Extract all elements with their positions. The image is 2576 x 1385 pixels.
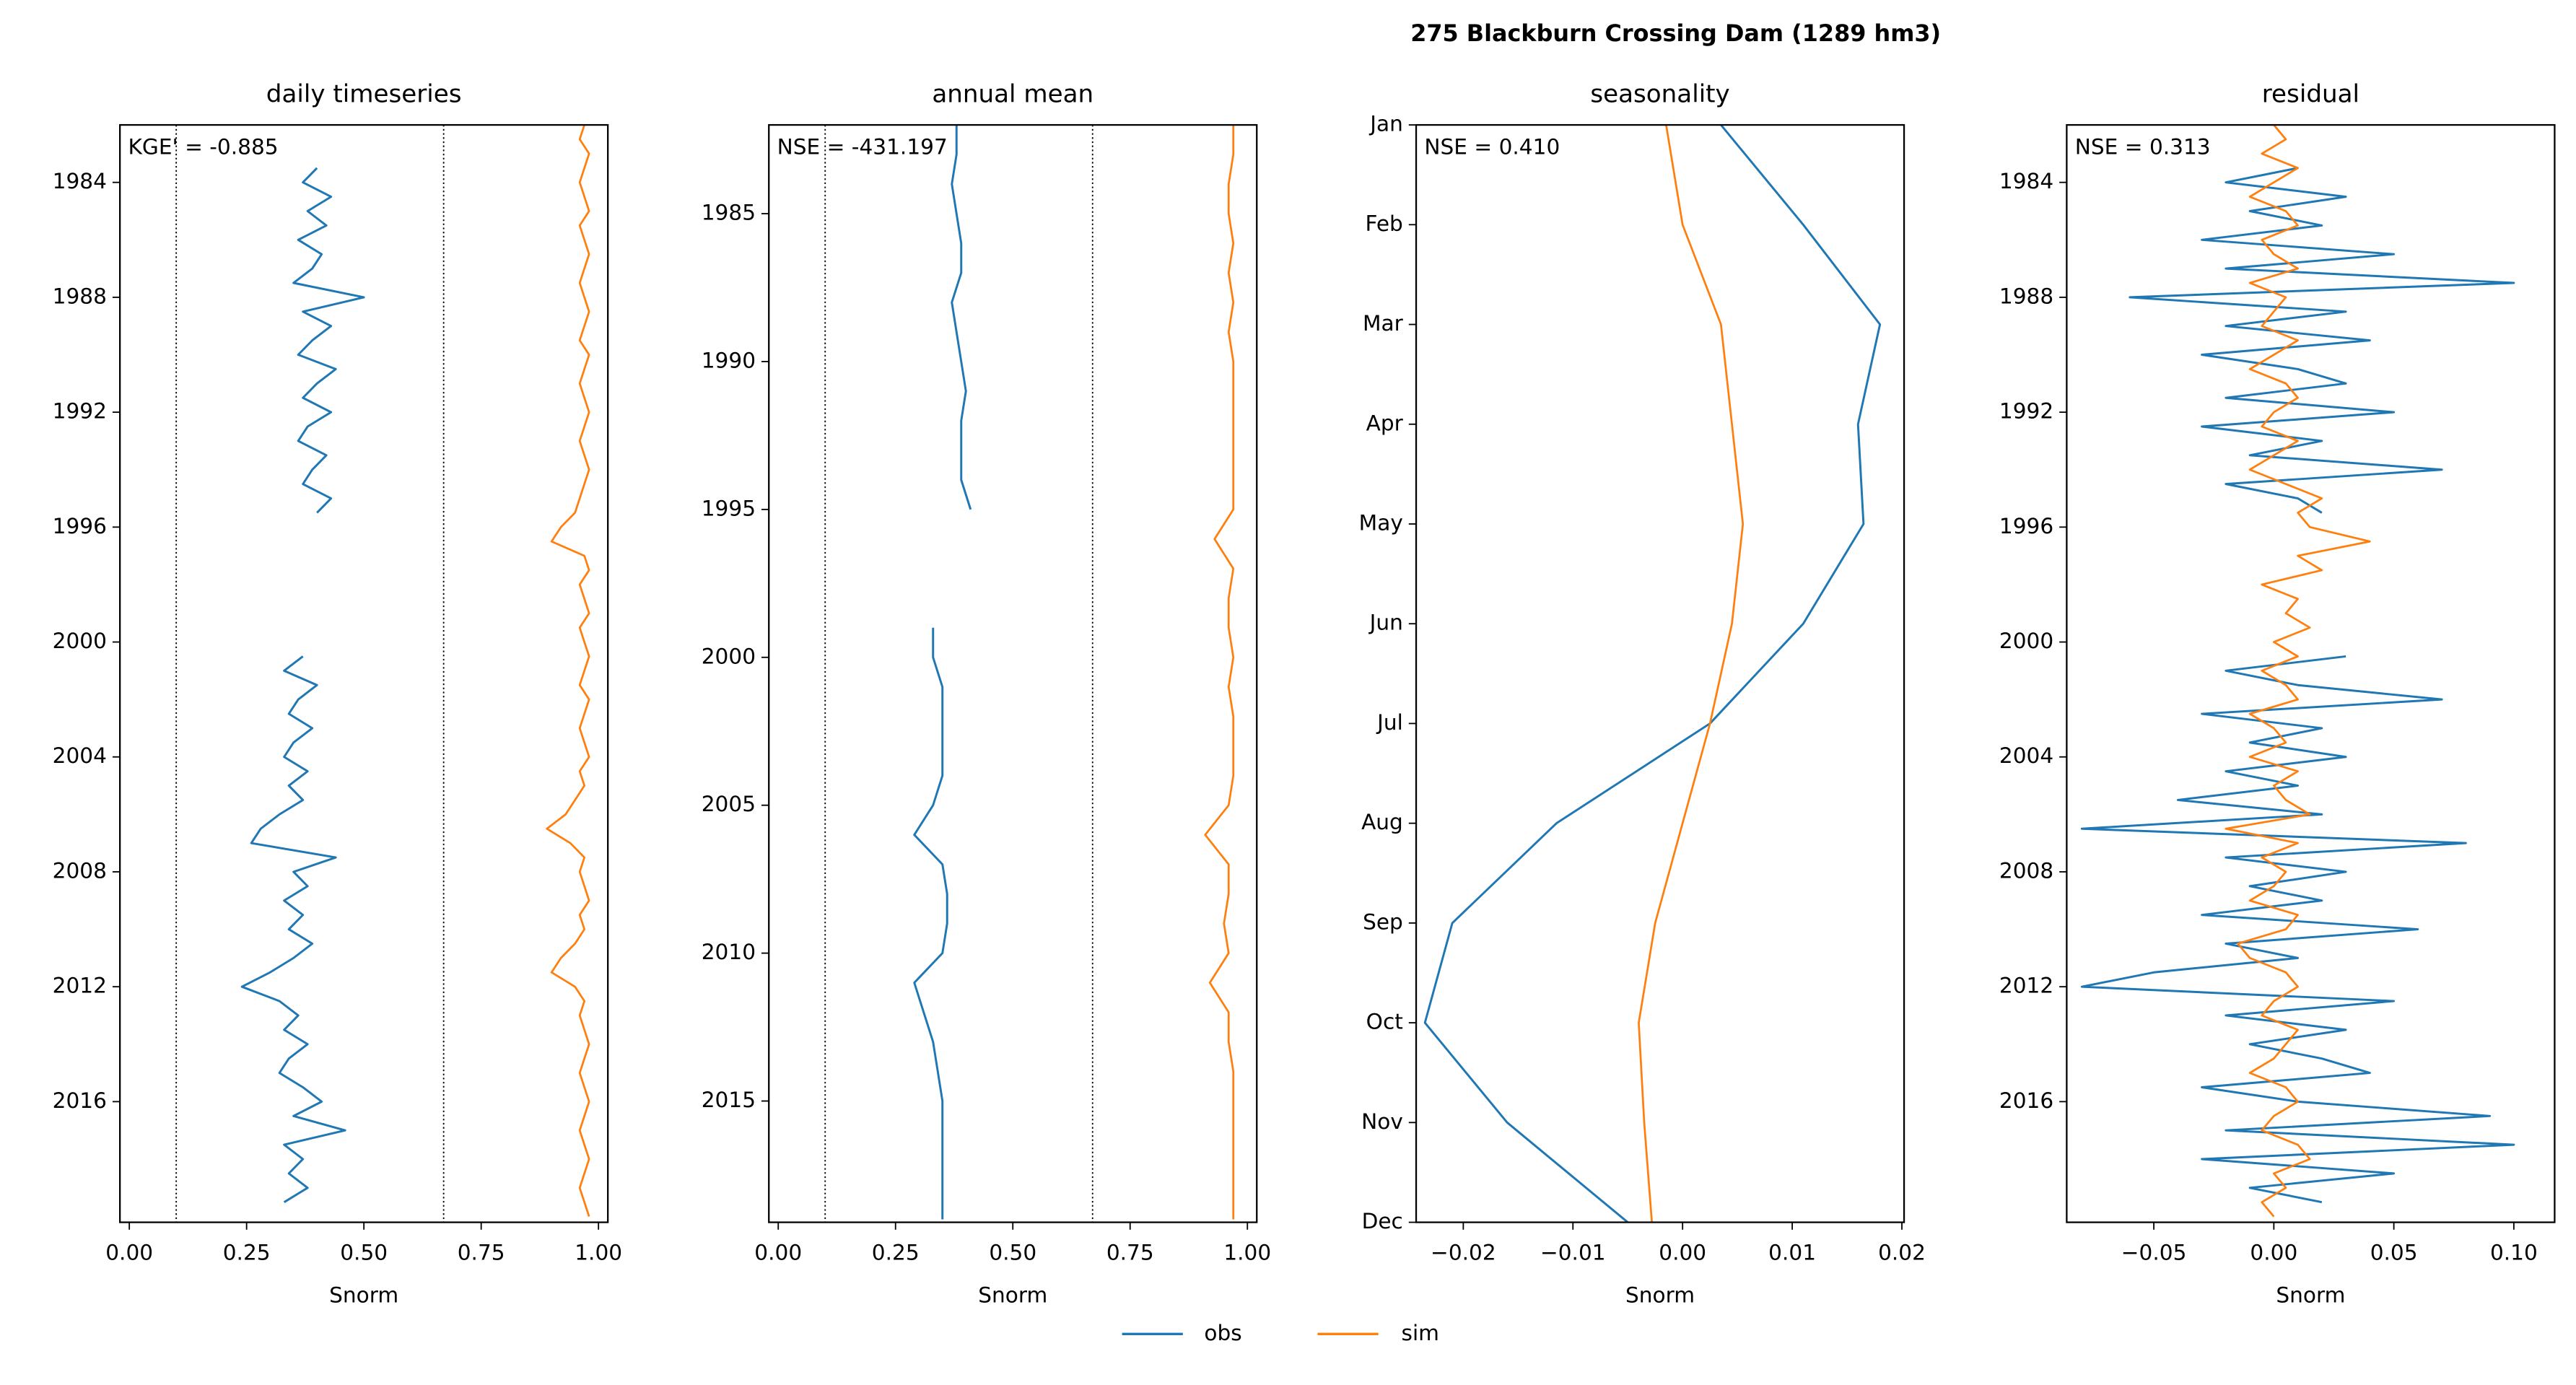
figure-title: 275 Blackburn Crossing Dam (1289 hm3)	[1410, 19, 1941, 47]
axes-frame	[1415, 123, 1905, 1223]
x-tick-label: 0.00	[2250, 1240, 2297, 1264]
x-tick-label: 0.10	[2490, 1240, 2538, 1264]
y-tick-label: 1988	[53, 284, 107, 308]
x-axis-label: Snorm	[2276, 1283, 2345, 1307]
x-tick-label: 0.50	[989, 1240, 1036, 1264]
annotation: KGE' = -0.885	[128, 134, 279, 159]
x-tick-label: 0.05	[2370, 1240, 2418, 1264]
x-tick-label: 0.25	[872, 1240, 920, 1264]
y-tick-label: 2000	[53, 629, 107, 653]
annotation: NSE = 0.410	[1424, 134, 1560, 159]
y-tick-label: 2005	[702, 792, 756, 816]
series-line	[913, 125, 972, 1220]
annotation: NSE = -431.197	[777, 134, 948, 159]
y-tick-label: 2004	[53, 743, 107, 768]
x-tick-label: 0.25	[223, 1240, 271, 1264]
x-axis-label: Snorm	[978, 1283, 1047, 1307]
y-tick-label: Jul	[1376, 710, 1403, 735]
y-tick-label: Aug	[1361, 810, 1403, 834]
series-line	[1638, 125, 1745, 1223]
panel-title: daily timeseries	[266, 80, 462, 109]
annotation: NSE = 0.313	[2075, 134, 2211, 159]
y-tick-label: Sep	[1363, 909, 1403, 934]
panel-title: seasonality	[1590, 80, 1729, 109]
y-tick-label: Jan	[1368, 112, 1403, 136]
y-tick-label: Oct	[1366, 1010, 1403, 1034]
legend-label: obs	[1204, 1321, 1241, 1345]
y-tick-label: 1984	[53, 169, 107, 193]
x-tick-label: 0.75	[1106, 1240, 1154, 1264]
y-tick-label: 2016	[1999, 1088, 2053, 1113]
x-axis-label: Snorm	[329, 1283, 398, 1307]
panel-title: annual mean	[932, 80, 1093, 109]
y-tick-label: 1985	[702, 201, 756, 225]
y-tick-label: 1992	[53, 399, 107, 424]
y-tick-label: 1996	[1999, 514, 2053, 538]
x-tick-label: 0.02	[1878, 1240, 1926, 1264]
x-tick-label: −0.01	[1540, 1240, 1606, 1264]
x-tick-label: 0.75	[458, 1240, 505, 1264]
panel-title: residual	[2262, 80, 2359, 109]
series-line	[546, 125, 590, 1218]
y-tick-label: 2008	[53, 858, 107, 883]
series-line	[240, 167, 365, 1203]
x-tick-label: 1.00	[1223, 1240, 1271, 1264]
x-tick-label: 0.50	[340, 1240, 388, 1264]
y-tick-label: 2012	[53, 974, 107, 998]
y-tick-label: Feb	[1365, 211, 1402, 236]
axes-frame	[768, 123, 1258, 1223]
y-tick-label: 1990	[702, 348, 756, 372]
y-tick-label: 1996	[53, 514, 107, 538]
y-tick-label: 2015	[702, 1088, 756, 1112]
y-tick-label: Apr	[1366, 411, 1404, 435]
x-tick-label: 0.00	[1659, 1240, 1706, 1264]
axes-frame	[2066, 123, 2556, 1223]
x-tick-label: 0.01	[1768, 1240, 1816, 1264]
y-tick-label: May	[1359, 510, 1403, 535]
y-tick-label: 2012	[1999, 974, 2053, 998]
y-tick-label: 2000	[702, 644, 756, 668]
y-tick-label: 2004	[1999, 743, 2053, 768]
axes-frame	[119, 123, 609, 1223]
x-tick-label: −0.02	[1431, 1240, 1496, 1264]
y-tick-label: 2008	[1999, 858, 2053, 883]
y-tick-label: 1984	[1999, 169, 2053, 193]
series-line	[2224, 125, 2371, 1218]
y-tick-label: 2016	[53, 1088, 107, 1113]
series-line	[2080, 167, 2515, 1204]
y-tick-label: Dec	[1362, 1209, 1403, 1233]
y-tick-label: 1995	[702, 496, 756, 520]
y-tick-label: 1992	[1999, 399, 2053, 424]
y-tick-label: Nov	[1361, 1109, 1403, 1134]
x-tick-label: 1.00	[575, 1240, 622, 1264]
x-tick-label: −0.05	[2121, 1240, 2187, 1264]
y-tick-label: 1988	[1999, 284, 2053, 308]
x-tick-label: 0.00	[105, 1240, 153, 1264]
y-tick-label: 2010	[702, 940, 756, 964]
y-tick-label: Jun	[1368, 611, 1403, 635]
series-line	[1423, 125, 1882, 1223]
y-tick-label: Mar	[1363, 311, 1404, 336]
x-axis-label: Snorm	[1625, 1283, 1695, 1307]
x-tick-label: 0.00	[754, 1240, 802, 1264]
legend-label: sim	[1402, 1321, 1439, 1345]
series-line	[1204, 125, 1235, 1220]
y-tick-label: 2000	[1999, 629, 2053, 653]
